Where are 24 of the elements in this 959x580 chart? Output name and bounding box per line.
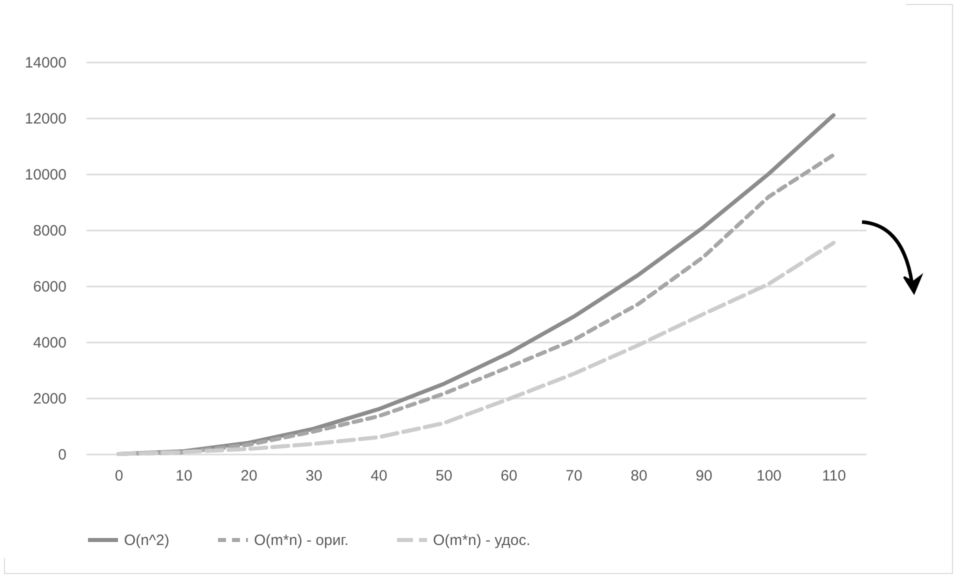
y-tick-label: 14000 — [24, 54, 66, 72]
y-tick-label: 12000 — [24, 110, 66, 128]
x-tick-label: 10 — [176, 468, 192, 484]
x-tick-label: 110 — [822, 468, 846, 484]
x-tick-label: 80 — [630, 468, 648, 484]
legend-label: O(m*n) - ориг. — [254, 532, 349, 549]
legend-label: O(n^2) — [124, 532, 170, 549]
x-tick-label: 0 — [114, 468, 124, 484]
y-tick-label: 4000 — [33, 334, 66, 352]
legend-label: O(m*n) - удос. — [433, 532, 530, 549]
x-tick-label: 100 — [756, 468, 782, 484]
x-tick-label: 70 — [566, 468, 582, 484]
y-tick-label: 0 — [58, 446, 66, 464]
x-tick-label: 30 — [306, 468, 322, 484]
y-tick-label: 6000 — [33, 278, 66, 296]
x-tick-label: 90 — [696, 468, 712, 484]
x-tick-label: 40 — [370, 468, 388, 484]
y-tick-label: 8000 — [33, 222, 66, 240]
x-tick-label: 60 — [500, 468, 518, 484]
x-tick-label: 50 — [436, 468, 452, 484]
y-tick-label: 10000 — [24, 166, 66, 184]
y-tick-label: 2000 — [33, 390, 66, 408]
x-tick-label: 20 — [240, 468, 258, 484]
line-series — [116, 240, 836, 456]
